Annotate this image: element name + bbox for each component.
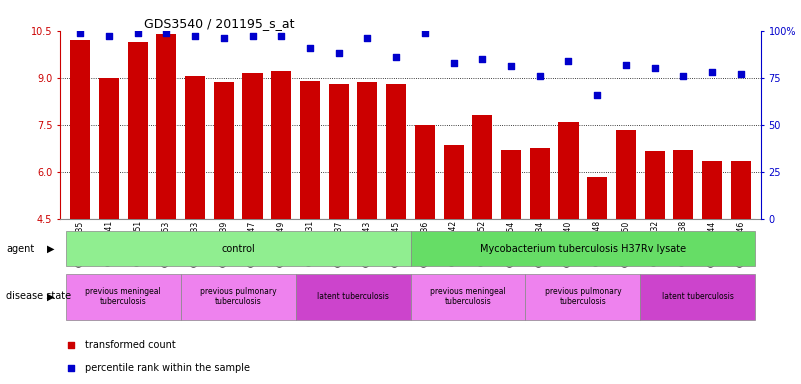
Point xyxy=(706,69,718,75)
Text: previous meningeal
tuberculosis: previous meningeal tuberculosis xyxy=(86,287,161,306)
Bar xyxy=(674,150,694,219)
Point xyxy=(189,33,202,40)
Text: transformed count: transformed count xyxy=(85,340,175,350)
FancyBboxPatch shape xyxy=(66,273,181,319)
Point xyxy=(505,63,517,70)
Point xyxy=(103,33,115,40)
Point xyxy=(591,92,604,98)
Bar xyxy=(645,151,665,219)
Point xyxy=(418,30,431,36)
Point xyxy=(74,30,87,36)
Text: GDS3540 / 201195_s_at: GDS3540 / 201195_s_at xyxy=(144,17,295,30)
Point xyxy=(64,342,77,348)
Bar xyxy=(386,84,406,219)
Point xyxy=(304,45,316,51)
Bar xyxy=(99,78,119,219)
FancyBboxPatch shape xyxy=(181,273,296,319)
Text: control: control xyxy=(221,243,255,254)
Point xyxy=(390,54,403,60)
Bar xyxy=(156,34,176,219)
Text: agent: agent xyxy=(6,244,34,254)
Bar xyxy=(415,125,435,219)
Point xyxy=(131,30,144,36)
Text: previous meningeal
tuberculosis: previous meningeal tuberculosis xyxy=(430,287,506,306)
Text: percentile rank within the sample: percentile rank within the sample xyxy=(85,362,250,373)
Bar xyxy=(558,122,578,219)
Point xyxy=(160,30,173,36)
Bar xyxy=(272,71,292,219)
Bar xyxy=(357,83,377,219)
Bar xyxy=(702,161,723,219)
Bar xyxy=(243,73,263,219)
Bar xyxy=(616,129,636,219)
Text: latent tuberculosis: latent tuberculosis xyxy=(317,292,389,301)
Text: latent tuberculosis: latent tuberculosis xyxy=(662,292,734,301)
Point xyxy=(648,65,661,71)
Text: ▶: ▶ xyxy=(47,244,54,254)
Text: previous pulmonary
tuberculosis: previous pulmonary tuberculosis xyxy=(200,287,276,306)
FancyBboxPatch shape xyxy=(296,273,410,319)
Point xyxy=(735,71,747,77)
FancyBboxPatch shape xyxy=(410,273,525,319)
Bar xyxy=(731,161,751,219)
Bar xyxy=(328,84,348,219)
Point xyxy=(217,35,230,41)
Bar xyxy=(214,83,234,219)
Bar xyxy=(473,116,493,219)
Text: previous pulmonary
tuberculosis: previous pulmonary tuberculosis xyxy=(545,287,621,306)
Point xyxy=(677,73,690,79)
Text: Mycobacterium tuberculosis H37Rv lysate: Mycobacterium tuberculosis H37Rv lysate xyxy=(480,243,686,254)
Point xyxy=(64,365,77,371)
Bar xyxy=(300,81,320,219)
Point xyxy=(476,56,489,62)
Bar xyxy=(501,150,521,219)
Point xyxy=(332,50,345,56)
Point xyxy=(533,73,546,79)
Text: ▶: ▶ xyxy=(47,291,54,301)
Point xyxy=(361,35,374,41)
FancyBboxPatch shape xyxy=(525,273,640,319)
Point xyxy=(619,61,632,68)
FancyBboxPatch shape xyxy=(640,273,755,319)
FancyBboxPatch shape xyxy=(410,231,755,266)
Bar xyxy=(587,177,607,219)
Point xyxy=(246,33,259,40)
Bar xyxy=(185,76,205,219)
Point xyxy=(275,33,288,40)
Bar xyxy=(444,145,464,219)
Point xyxy=(562,58,575,64)
Bar xyxy=(70,40,91,219)
Bar xyxy=(529,148,549,219)
FancyBboxPatch shape xyxy=(66,231,410,266)
Point xyxy=(447,60,460,66)
Text: disease state: disease state xyxy=(6,291,71,301)
Bar xyxy=(127,42,147,219)
